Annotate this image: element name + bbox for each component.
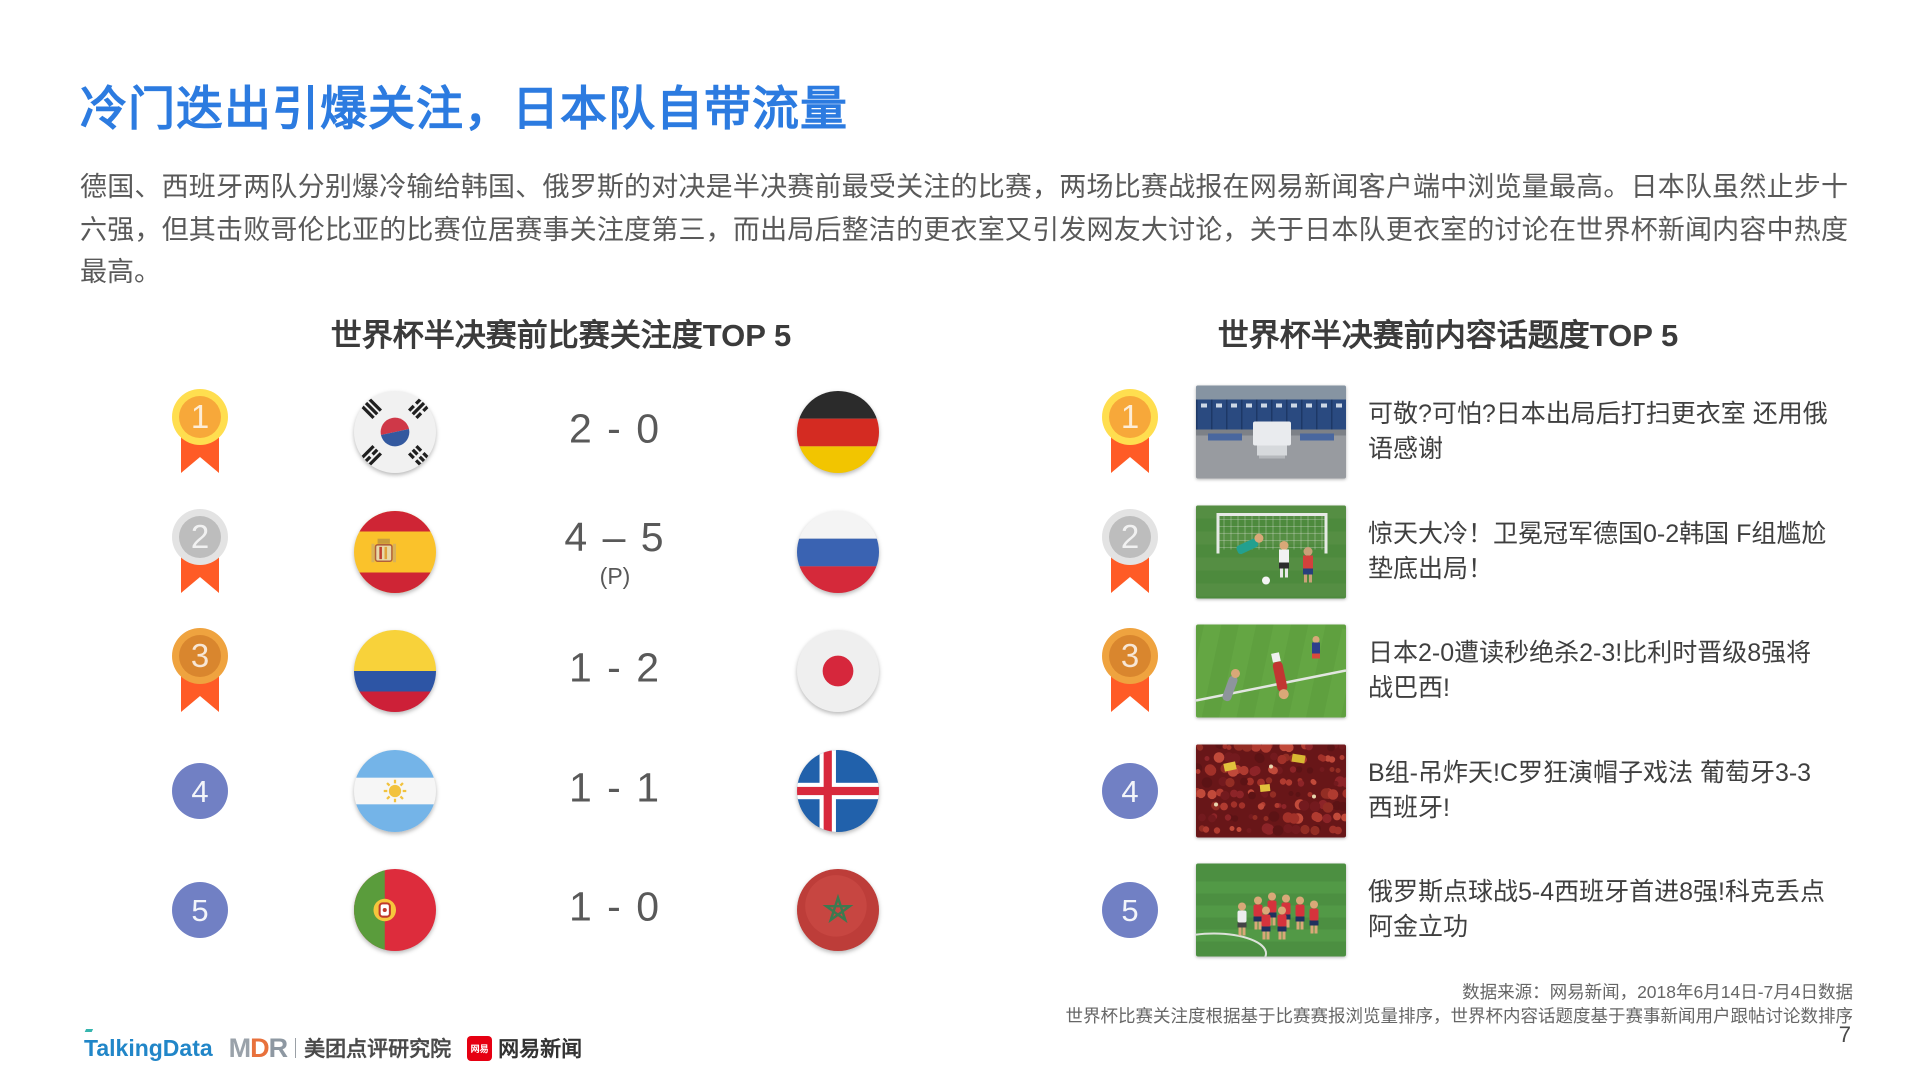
intro-paragraph: 德国、西班牙两队分别爆冷输给韩国、俄罗斯的对决是半决赛前最受关注的比赛，两场比赛… <box>80 172 1848 288</box>
match-score: 1 - 2 <box>568 644 662 691</box>
rank-4-badge-icon: 4 <box>1098 762 1162 820</box>
match-ranking-title: 世界杯半决赛前比赛关注度TOP 5 <box>330 318 792 353</box>
news-headline: 日本2-0遭读秒绝杀2-3!比利时晋级8强将战巴西! <box>1368 639 1812 702</box>
meituan-research-label: 美团点评研究院 <box>304 1038 452 1061</box>
match-score: 1 - 0 <box>568 883 662 930</box>
svg-text:3: 3 <box>1121 637 1139 674</box>
rank-1-medal-icon: 1 <box>168 387 232 477</box>
news-headline: B组-吊炸天!C罗狂演帽子戏法 葡萄牙3-3西班牙! <box>1368 758 1812 822</box>
flag-south-korea-icon <box>354 391 436 473</box>
flag-spain-icon <box>354 510 436 593</box>
svg-text:1: 1 <box>191 398 209 435</box>
netease-badge-icon: 网易 <box>467 1035 493 1061</box>
flag-portugal-icon <box>354 869 436 951</box>
data-source-line2: 世界杯比赛关注度根据基于比赛赛报浏览量排序，世界杯内容话题度基于赛事新闻用户跟帖… <box>1065 1006 1854 1026</box>
match-score-block: 1 - 2 <box>515 645 715 698</box>
news-headline: 惊天大冷！卫冕冠军德国0-2韩国 F组尴尬垫底出局！ <box>1368 519 1827 583</box>
svg-text:3: 3 <box>191 637 209 674</box>
topic-ranking-title: 世界杯半决赛前内容话题度TOP 5 <box>1217 318 1679 353</box>
match-row: 1 2 - 0 <box>0 372 1921 492</box>
penalty-note: (P) <box>599 562 631 589</box>
match-score: 4 – 5 <box>564 513 666 560</box>
flag-argentina-icon <box>354 749 436 832</box>
svg-text:2: 2 <box>1121 518 1139 555</box>
match-score-block: 1 - 1 <box>515 764 715 817</box>
news-headline: 俄罗斯点球战5-4西班牙首进8强!科克丢点阿金立功 <box>1368 878 1825 941</box>
japan-belgium-match-photo <box>1196 624 1346 718</box>
svg-text:5: 5 <box>1121 893 1138 928</box>
rank-2-medal-icon: 2 <box>168 507 232 597</box>
flag-russia-icon <box>797 510 879 593</box>
news-topic-row: 1 可敬?可怕?日本出局后打扫更衣室 还用俄语感谢 <box>0 372 1921 492</box>
page-number: 7 <box>1838 1022 1851 1047</box>
footer-logos: TalkingData MDR 美团点评研究院 网易 网易新闻 <box>84 1033 582 1064</box>
rank-3-medal-icon: 3 <box>168 626 232 716</box>
locker-room-photo <box>1196 385 1346 479</box>
svg-text:5: 5 <box>191 893 208 928</box>
rank-5-badge-icon: 5 <box>1098 881 1162 939</box>
page-title: 冷门迭出引爆关注，日本队自带流量 <box>80 82 848 135</box>
talkingdata-logo: TalkingData <box>84 1034 213 1061</box>
rank-2-medal-icon: 2 <box>1098 507 1162 597</box>
match-row: 5 1 - 0 <box>0 850 1921 970</box>
match-score: 1 - 1 <box>568 764 662 810</box>
news-topic-row: 4 B组-吊炸天!C罗狂演帽子戏法 葡萄牙3-3西班牙! <box>0 731 1921 851</box>
svg-text:2: 2 <box>191 518 209 555</box>
news-topic-row: 2 惊天大冷！卫冕冠军德国0-2韩国 F组尴尬垫底出局！ <box>0 492 1921 612</box>
svg-text:4: 4 <box>1121 774 1138 809</box>
svg-text:4: 4 <box>191 774 208 809</box>
news-topic-row: 5 俄罗斯点球战5-4西班牙首进8强!科克丢点阿金立功 <box>0 850 1921 970</box>
data-source-line1: 数据来源：网易新闻，2018年6月14日-7月4日数据 <box>1462 982 1853 1002</box>
rank-3-medal-icon: 3 <box>1098 626 1162 716</box>
rank-1-medal-icon: 1 <box>1098 387 1162 477</box>
netease-news-label: 网易新闻 <box>498 1038 583 1061</box>
meituan-dianping-research-logo: MDR 美团点评研究院 <box>229 1033 452 1064</box>
match-score-block: 1 - 0 <box>515 884 715 937</box>
match-score-block: 2 - 0 <box>515 406 715 459</box>
netease-news-logo: 网易 网易新闻 <box>467 1033 582 1063</box>
germany-korea-match-photo <box>1196 505 1346 598</box>
match-score: 2 - 0 <box>568 405 662 452</box>
news-headline: 可敬?可怕?日本出局后打扫更衣室 还用俄语感谢 <box>1368 400 1828 463</box>
flag-japan-icon <box>797 630 879 712</box>
match-row: 4 1 - 1 <box>0 731 1921 851</box>
rank-4-badge-icon: 4 <box>168 762 232 820</box>
portugal-spain-fans-photo <box>1196 744 1346 837</box>
russia-spain-match-photo <box>1196 863 1346 957</box>
mdr-logo: MDR <box>228 1032 288 1063</box>
flag-germany-icon <box>797 391 879 473</box>
logo-divider <box>295 1038 297 1058</box>
svg-text:1: 1 <box>1121 398 1139 435</box>
flag-colombia-icon <box>354 630 436 712</box>
match-row: 3 1 - 2 <box>0 611 1921 731</box>
match-row: 2 4 – 5 (P) <box>0 492 1921 612</box>
rank-5-badge-icon: 5 <box>168 881 232 939</box>
match-score-block: 4 – 5 (P) <box>515 514 715 590</box>
flag-morocco-icon <box>797 869 879 951</box>
flag-iceland-icon <box>797 749 879 832</box>
news-topic-row: 3 日本2-0遭读秒绝杀2-3!比利时晋级8强将战巴西! <box>0 611 1921 731</box>
